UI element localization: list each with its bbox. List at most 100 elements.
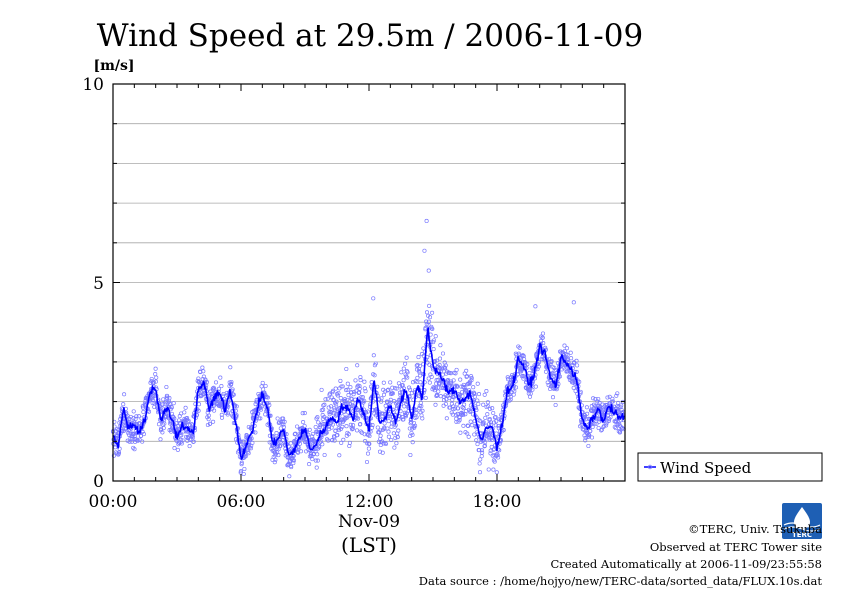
raw-point: [275, 437, 280, 442]
raw-point: [589, 435, 595, 440]
raw-point: [175, 447, 180, 452]
raw-point: [359, 395, 364, 400]
raw-point: [610, 399, 615, 404]
raw-point: [596, 396, 601, 402]
raw-point: [313, 449, 318, 454]
raw-point: [475, 398, 480, 403]
raw-point: [310, 431, 315, 436]
raw-point: [433, 385, 439, 390]
raw-point: [431, 347, 436, 352]
raw-point: [443, 366, 448, 371]
raw-point: [403, 361, 408, 366]
raw-point: [253, 402, 258, 407]
raw-point: [396, 428, 401, 433]
raw-point: [225, 412, 230, 417]
raw-point: [340, 384, 345, 389]
raw-point: [322, 452, 327, 458]
raw-point: [310, 457, 315, 462]
raw-point: [369, 425, 374, 430]
raw-point: [248, 446, 254, 451]
raw-point: [489, 436, 494, 441]
raw-point: [122, 392, 127, 397]
raw-point: [530, 387, 535, 392]
raw-point: [256, 416, 262, 421]
raw-point: [322, 402, 327, 407]
raw-point: [334, 402, 339, 407]
raw-point: [326, 438, 331, 443]
raw-point: [420, 416, 425, 421]
raw-point: [321, 407, 326, 412]
raw-point: [585, 411, 590, 416]
raw-point: [424, 218, 429, 224]
raw-point: [263, 383, 268, 389]
raw-point: [451, 378, 456, 383]
raw-point: [342, 409, 347, 414]
raw-point: [394, 386, 399, 391]
raw-point: [409, 420, 414, 425]
raw-point: [579, 422, 584, 427]
raw-point: [242, 466, 247, 472]
raw-point: [450, 394, 456, 399]
raw-point: [469, 378, 474, 383]
raw-point: [250, 440, 255, 445]
raw-point: [216, 386, 222, 391]
raw-point: [410, 440, 415, 445]
raw-point: [180, 438, 185, 443]
raw-point: [419, 404, 424, 409]
raw-point: [533, 304, 538, 309]
raw-point: [346, 393, 351, 398]
raw-point: [272, 460, 277, 465]
raw-point: [512, 389, 517, 394]
footer-source: Data source : /home/hojyo/new/TERC-data/…: [418, 574, 822, 588]
raw-point: [164, 384, 169, 390]
legend-point-swatch: [647, 464, 653, 470]
footer-copyright: ©TERC, Univ. Tsukuba: [688, 522, 822, 536]
raw-point: [401, 366, 406, 371]
raw-point: [604, 421, 609, 426]
footer-created: Created Automatically at 2006-11-09/23:5…: [550, 557, 823, 571]
raw-point: [355, 407, 360, 412]
raw-point: [414, 407, 419, 412]
legend-label-wind-speed: Wind Speed: [660, 459, 752, 477]
raw-point: [113, 445, 118, 450]
raw-point: [540, 331, 546, 336]
raw-point: [344, 424, 349, 429]
raw-point: [591, 396, 596, 401]
raw-point: [494, 419, 499, 424]
raw-point: [150, 397, 155, 403]
raw-point: [351, 392, 356, 397]
raw-point: [315, 458, 320, 463]
raw-point: [314, 465, 319, 470]
raw-point: [358, 378, 363, 383]
raw-point: [183, 405, 188, 410]
raw-point: [357, 383, 362, 389]
raw-point: [583, 435, 588, 440]
raw-point: [172, 446, 177, 451]
raw-point: [471, 385, 476, 390]
raw-point: [474, 438, 479, 443]
raw-point: [316, 420, 321, 425]
raw-point: [150, 396, 155, 401]
raw-point: [552, 373, 557, 378]
raw-point: [466, 423, 471, 429]
raw-point: [582, 433, 587, 438]
raw-point: [475, 442, 480, 447]
raw-point: [167, 396, 172, 401]
raw-point: [239, 460, 244, 465]
raw-point: [586, 432, 591, 437]
raw-point: [354, 428, 360, 433]
raw-point: [204, 380, 209, 385]
raw-point: [465, 431, 470, 436]
raw-point: [258, 416, 263, 421]
raw-point: [405, 370, 410, 375]
raw-point: [150, 400, 155, 406]
raw-point: [339, 440, 344, 445]
raw-point: [605, 419, 610, 424]
raw-point: [587, 433, 592, 438]
raw-point: [427, 315, 433, 320]
raw-point: [614, 393, 619, 398]
terc-logo: TERC: [782, 503, 822, 539]
raw-point: [399, 370, 404, 375]
raw-point: [307, 427, 312, 432]
raw-point: [462, 402, 467, 407]
